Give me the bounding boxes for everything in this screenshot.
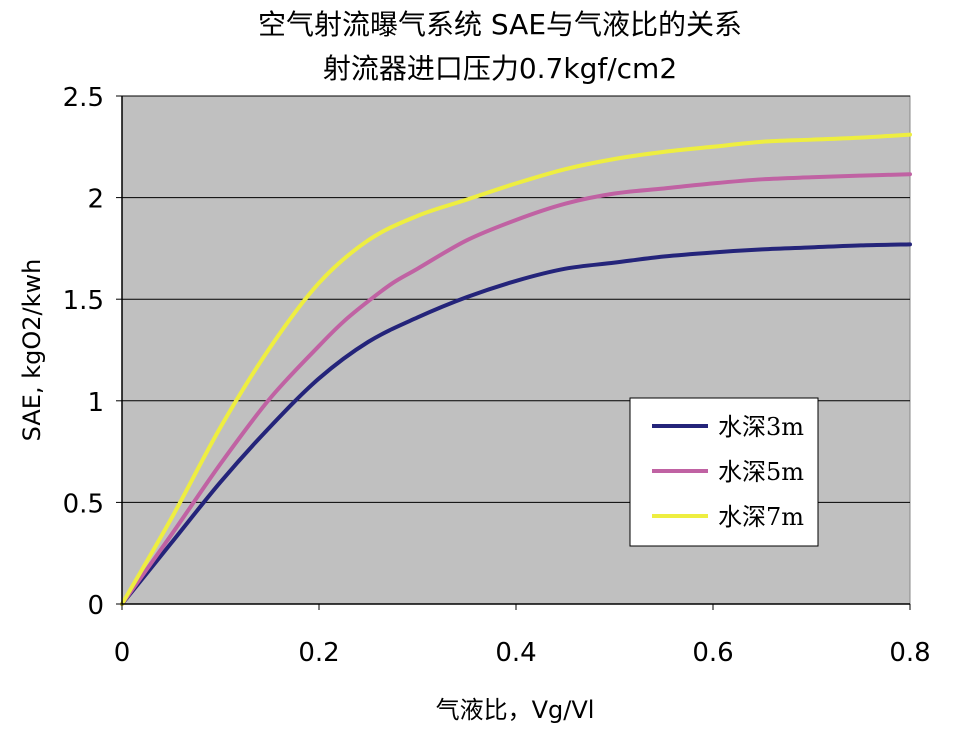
legend: 水深3m 水深5m 水深7m xyxy=(629,397,819,547)
y-tick-label: 0.5 xyxy=(63,489,104,519)
x-tick-label: 0.8 xyxy=(889,638,930,668)
legend-label: 水深7m xyxy=(718,503,804,531)
series-line-1 xyxy=(120,242,912,606)
series-line-3 xyxy=(120,132,912,606)
x-tick-label: 0.2 xyxy=(298,638,339,668)
y-tick-label: 1 xyxy=(87,388,104,418)
y-tick-label: 0 xyxy=(87,591,104,621)
legend-label: 水深3m xyxy=(718,413,804,441)
y-axis-label: SAE, kgO2/kwh xyxy=(18,259,46,442)
series-line-2 xyxy=(120,172,912,606)
chart-title: 空气射流曝气系统 SAE与气液比的关系 xyxy=(258,8,742,41)
series-lines xyxy=(120,132,912,606)
x-tick-label: 0.4 xyxy=(495,638,536,668)
tick-labels: 0 0.5 1 1.5 2 2.5 0 0.2 0.4 0.6 0.8 xyxy=(63,83,931,668)
y-tick-label: 1.5 xyxy=(63,286,104,316)
axes xyxy=(116,95,911,610)
legend-label: 水深5m xyxy=(718,458,804,486)
x-tick-label: 0.6 xyxy=(692,638,733,668)
y-tick-label: 2 xyxy=(87,185,104,215)
y-tick-label: 2.5 xyxy=(63,83,104,113)
x-axis-label: 气液比，Vg/Vl xyxy=(436,696,595,724)
x-tick-label: 0 xyxy=(114,638,131,668)
chart-subtitle: 射流器进口压力0.7kgf/cm2 xyxy=(323,52,677,85)
